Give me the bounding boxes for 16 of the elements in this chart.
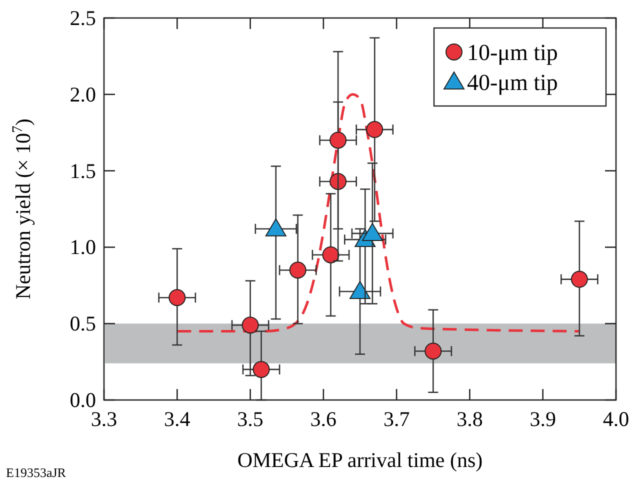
x-tick-label: 3.6 [310,407,337,431]
x-tick-label: 3.5 [237,407,264,431]
y-tick-label: 2.0 [70,82,96,106]
y-tick-label: 1.5 [70,158,96,183]
y-tick-label: 2.5 [70,6,96,30]
x-tick-label: 4.0 [602,407,630,431]
x-tick-label: 3.4 [164,407,191,431]
x-axis-title: OMEGA EP arrival time (ns) [237,448,483,472]
text: E19353aJR [6,465,66,480]
legend-label: 40-μm tip [467,70,558,95]
y-tick-label: 1.0 [70,235,96,260]
x-tick-label: 3.7 [383,407,410,431]
x-tick-label: 3.9 [530,407,556,431]
y-tick-label: 0.5 [70,312,96,336]
x-tick-label: 3.8 [456,407,483,431]
legend-label: 10-μm tip [467,40,558,65]
